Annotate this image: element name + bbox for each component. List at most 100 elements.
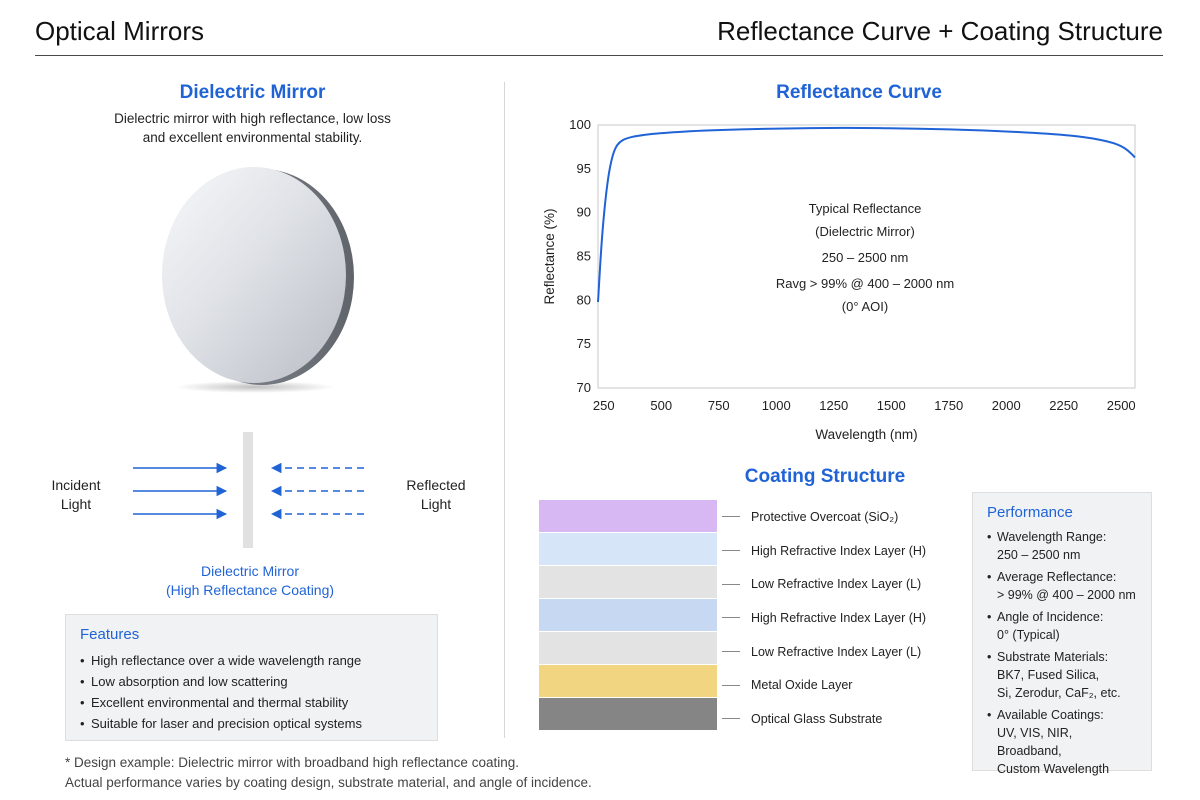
performance-line: BK7, Fused Silica,: [997, 668, 1100, 682]
coating-title: Coating Structure: [744, 466, 906, 487]
mirror-disc-icon: [162, 167, 354, 393]
performance-item: Wavelength Range: 250 – 2500 nm: [987, 528, 1137, 564]
y-tick-label: 100: [569, 117, 591, 132]
features-title: Features: [80, 626, 140, 643]
mirror-label-line: (High Reflectance Coating): [165, 582, 335, 598]
coating-layer-stack: [539, 500, 717, 731]
coating-layer-label: Protective Overcoat (SiO₂): [722, 500, 962, 534]
page-header: Optical Mirrors Reflectance Curve + Coat…: [35, 14, 1163, 56]
y-tick-label: 75: [577, 336, 591, 351]
layer-label-text: Low Refractive Index Layer (L): [751, 577, 922, 592]
layer-label-text: Protective Overcoat (SiO₂): [751, 509, 899, 524]
performance-line: Si, Zerodur, CaF₂, etc.: [997, 686, 1121, 700]
performance-list: Wavelength Range: 250 – 2500 nm Average Re…: [987, 528, 1137, 778]
mirror-description: Dielectric mirror with high reflectance,…: [90, 109, 415, 147]
performance-item: Substrate Materials: BK7, Fused Silica, Si…: [987, 648, 1137, 702]
annotation-line: Ravg > 99% @ 400 – 2000 nm: [776, 276, 954, 291]
light-path-diagram: Incident Light Reflected Light: [40, 430, 480, 560]
mirror-disc-image: [150, 165, 360, 395]
x-tick-label: 1750: [934, 398, 963, 413]
incident-label-line: Incident: [51, 477, 101, 493]
annotation-line: (0° AOI): [842, 299, 888, 314]
performance-item: Average Reflectance: > 99% @ 400 – 2000 n…: [987, 568, 1137, 604]
description-line: Dielectric mirror with high reflectance,…: [114, 111, 391, 126]
coating-layer-label: Optical Glass Substrate: [722, 702, 962, 736]
coating-layer: [539, 566, 717, 599]
performance-line: Available Coatings:: [997, 708, 1104, 722]
footnote-line: * Design example: Dielectric mirror with…: [65, 755, 519, 770]
performance-line: UV, VIS, NIR, Broadband,: [997, 726, 1073, 758]
y-tick-label: 80: [577, 292, 591, 307]
feature-item: Low absorption and low scattering: [80, 671, 423, 692]
footnote-line: Actual performance varies by coating des…: [65, 775, 592, 790]
y-tick-label: 90: [577, 205, 591, 220]
coating-layer: [539, 533, 717, 566]
page-title: Optical Mirrors: [35, 16, 205, 46]
performance-box: Performance Wavelength Range: 250 – 2500 …: [972, 492, 1152, 776]
incident-label-line: Light: [60, 496, 92, 512]
performance-line: 0° (Typical): [997, 628, 1060, 642]
layer-label-text: High Refractive Index Layer (H): [751, 543, 927, 558]
mirror-label-line: Dielectric Mirror: [201, 563, 299, 579]
feature-item: Excellent environmental and thermal stab…: [80, 692, 423, 713]
footnote: * Design example: Dielectric mirror with…: [65, 753, 592, 793]
performance-item: Available Coatings: UV, VIS, NIR, Broadba…: [987, 706, 1137, 778]
chart-annotation: Typical Reflectance (Dielectric Mirror) 25…: [776, 201, 954, 314]
x-tick-label: 2250: [1049, 398, 1078, 413]
y-axis-label: Reflectance (%): [542, 208, 557, 304]
leader-line: [722, 684, 740, 686]
performance-line: 250 – 2500 nm: [997, 548, 1081, 562]
leader-line: [722, 583, 740, 585]
leader-line: [722, 718, 740, 720]
leader-line: [722, 550, 740, 552]
feature-item: High reflectance over a wide wavelength …: [80, 650, 423, 671]
column-divider: [504, 82, 505, 738]
feature-item: Suitable for laser and precision optical…: [80, 713, 423, 734]
x-tick-label: 1500: [877, 398, 906, 413]
layer-label-text: Optical Glass Substrate: [751, 711, 883, 726]
coating-layer: [539, 500, 717, 533]
plot-frame: [597, 124, 1136, 389]
mirror-plate: [243, 432, 253, 548]
reflected-label-line: Light: [420, 496, 452, 512]
performance-line: Wavelength Range:: [997, 530, 1107, 544]
reflected-light-label: Reflected Light: [396, 476, 476, 514]
coating-layer-label: Metal Oxide Layer: [722, 668, 962, 702]
performance-line: Average Reflectance:: [997, 570, 1117, 584]
performance-item: Angle of Incidence: 0° (Typical): [987, 608, 1137, 644]
annotation-line: (Dielectric Mirror): [815, 224, 915, 239]
features-list: High reflectance over a wide wavelength …: [80, 650, 423, 734]
coating-layer: [539, 632, 717, 665]
x-tick-label: 250: [593, 398, 615, 413]
coating-layer-label: High Refractive Index Layer (H): [722, 534, 962, 568]
coating-layer: [539, 665, 717, 698]
reflectance-chart: 70 75 80 85 90 95 100 250 500 750 1000 1250 1500 175…: [542, 117, 1136, 442]
description-line: and excellent environmental stability.: [142, 130, 363, 145]
x-tick-label: 750: [708, 398, 730, 413]
y-tick-label: 85: [577, 249, 591, 264]
coating-layer: [539, 698, 717, 731]
incident-light-label: Incident Light: [40, 476, 112, 514]
layer-label-text: Low Refractive Index Layer (L): [751, 644, 922, 659]
x-tick-label: 2500: [1107, 398, 1136, 413]
performance-title: Performance: [987, 504, 1073, 521]
performance-line: Angle of Incidence:: [997, 610, 1104, 624]
reflectance-curve: [597, 126, 1136, 303]
leader-line: [722, 651, 740, 653]
annotation-line: 250 – 2500 nm: [822, 250, 909, 265]
mirror-title: Dielectric Mirror: [179, 82, 326, 103]
performance-line: Substrate Materials:: [997, 650, 1109, 664]
x-tick-label: 500: [650, 398, 672, 413]
layer-label-text: Metal Oxide Layer: [751, 678, 853, 693]
coating-layer-label: Low Refractive Index Layer (L): [722, 567, 962, 601]
coating-layer: [539, 599, 717, 632]
features-box: Features High reflectance over a wide wa…: [65, 614, 438, 741]
annotation-line: Typical Reflectance: [809, 201, 922, 216]
page-subtitle: Reflectance Curve + Coating Structure: [717, 16, 1163, 46]
coating-layer-label: Low Refractive Index Layer (L): [722, 635, 962, 669]
x-tick-label: 1250: [819, 398, 848, 413]
coating-layer-label: High Refractive Index Layer (H): [722, 601, 962, 635]
leader-line: [722, 617, 740, 619]
beam-arrows: [133, 432, 364, 548]
performance-line: Custom Wavelength: [997, 762, 1110, 776]
